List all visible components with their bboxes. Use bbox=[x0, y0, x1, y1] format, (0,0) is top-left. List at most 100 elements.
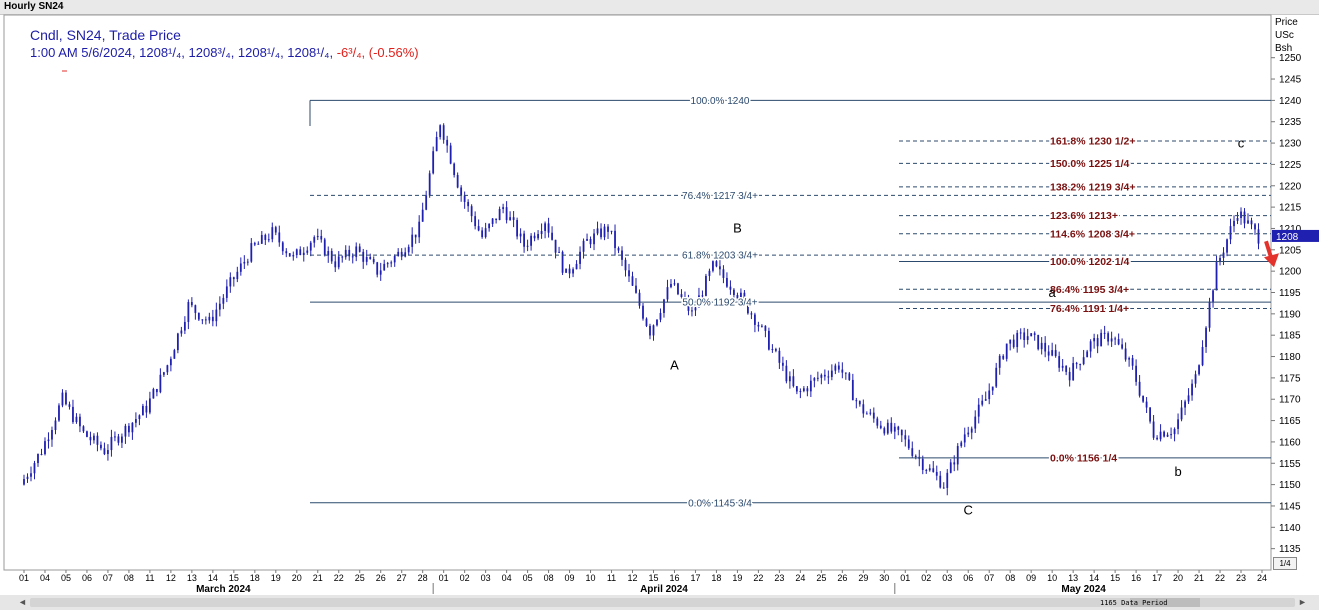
candle-body bbox=[544, 223, 546, 231]
y-tick-label: 1165 bbox=[1279, 416, 1301, 427]
x-tick-label: 15 bbox=[1110, 573, 1120, 583]
page-indicator[interactable]: 1/4 bbox=[1273, 557, 1297, 570]
candle-body bbox=[834, 365, 837, 371]
candle-body bbox=[271, 227, 274, 240]
candle-body bbox=[652, 325, 655, 336]
candle-body bbox=[858, 401, 861, 405]
candle-body bbox=[907, 439, 910, 449]
candle-body bbox=[243, 261, 246, 264]
candle-body bbox=[607, 226, 609, 232]
candle-body bbox=[176, 333, 179, 351]
candle-body bbox=[1047, 351, 1050, 356]
candle-body bbox=[698, 295, 700, 308]
candle-body bbox=[848, 373, 851, 380]
candle-body bbox=[733, 289, 735, 296]
candle-body bbox=[719, 266, 721, 270]
candle-body bbox=[516, 219, 519, 237]
x-tick-label: 25 bbox=[816, 573, 826, 583]
candle-body bbox=[1184, 401, 1186, 408]
candle-body bbox=[397, 251, 400, 256]
candle-body bbox=[1030, 333, 1033, 337]
x-tick-label: 09 bbox=[1026, 573, 1036, 583]
candle-body bbox=[1054, 350, 1057, 357]
extension-label: 114.6% 1208 3/4+ bbox=[1050, 228, 1135, 240]
candle-body bbox=[1236, 217, 1239, 221]
candle-body bbox=[981, 400, 984, 405]
candle-body bbox=[970, 428, 973, 433]
scroll-right-button[interactable]: ► bbox=[1298, 597, 1307, 607]
x-tick-label: 11 bbox=[607, 573, 616, 583]
extension-label: 150.0% 1225 1/4 bbox=[1050, 158, 1130, 170]
time-scrollbar[interactable] bbox=[30, 598, 1295, 607]
candle-body bbox=[802, 388, 805, 392]
candle-body bbox=[1152, 421, 1155, 438]
x-tick-label: 24 bbox=[795, 573, 805, 583]
candle-body bbox=[666, 287, 669, 300]
candle-body bbox=[309, 242, 312, 251]
candle-body bbox=[383, 263, 386, 271]
candle-body bbox=[757, 324, 760, 327]
x-tick-label: 21 bbox=[1194, 573, 1204, 583]
x-month-label: April 2024 bbox=[640, 584, 688, 595]
candle-body bbox=[677, 283, 679, 295]
candle-body bbox=[865, 413, 868, 415]
x-tick-label: 26 bbox=[376, 573, 386, 583]
candle-body bbox=[862, 404, 865, 414]
candle-body bbox=[785, 365, 788, 382]
candle-body bbox=[869, 412, 872, 414]
candle-body bbox=[1079, 364, 1082, 366]
candle-body bbox=[362, 251, 365, 262]
x-tick-label: 21 bbox=[313, 573, 323, 583]
candle-body bbox=[1247, 220, 1249, 224]
candle-body bbox=[589, 239, 592, 245]
candle-body bbox=[1023, 332, 1026, 340]
y-tick-label: 1195 bbox=[1279, 288, 1301, 299]
x-tick-label: 20 bbox=[1173, 573, 1183, 583]
candle-body bbox=[851, 379, 854, 401]
price-axis-unit: Price USc Bsh bbox=[1271, 14, 1319, 62]
candle-body bbox=[159, 374, 162, 393]
candle-body bbox=[795, 386, 798, 392]
candle-body bbox=[837, 365, 840, 370]
x-tick-label: 12 bbox=[166, 573, 176, 583]
candle-body bbox=[928, 468, 931, 471]
x-tick-label: 23 bbox=[1236, 573, 1246, 583]
candle-body bbox=[736, 295, 739, 299]
scroll-thumb[interactable] bbox=[1130, 598, 1200, 607]
candle-body bbox=[722, 269, 725, 278]
x-tick-label: 01 bbox=[19, 573, 29, 583]
y-tick-label: 1225 bbox=[1279, 160, 1302, 171]
candle-body bbox=[684, 297, 686, 300]
y-tick-label: 1180 bbox=[1279, 352, 1301, 363]
candle-body bbox=[135, 419, 137, 423]
candle-body bbox=[747, 299, 749, 314]
candle-body bbox=[649, 325, 651, 336]
current-price-label: 1208 bbox=[1276, 232, 1299, 243]
candle-body bbox=[568, 268, 571, 274]
candle-body bbox=[1177, 419, 1179, 429]
x-tick-label: 01 bbox=[900, 573, 910, 583]
candle-body bbox=[519, 233, 522, 237]
candle-body bbox=[984, 399, 987, 401]
candle-body bbox=[1219, 257, 1221, 261]
candle-body bbox=[432, 151, 435, 174]
candle-body bbox=[1201, 347, 1204, 366]
candle-body bbox=[1257, 229, 1260, 244]
candle-body bbox=[446, 139, 449, 146]
candle-body bbox=[145, 405, 148, 413]
candle-body bbox=[1170, 434, 1172, 436]
scroll-left-button[interactable]: ◄ bbox=[18, 597, 27, 607]
down-arrow-head bbox=[1264, 253, 1279, 268]
candle-body bbox=[708, 270, 711, 276]
candle-body bbox=[778, 350, 781, 363]
candle-body bbox=[1058, 356, 1061, 368]
candle-body bbox=[250, 243, 253, 262]
candle-body bbox=[1135, 365, 1138, 382]
y-tick-label: 1235 bbox=[1279, 117, 1302, 128]
candle-body bbox=[1082, 357, 1085, 365]
candle-body bbox=[1117, 339, 1120, 345]
candle-body bbox=[330, 251, 333, 262]
x-tick-label: 30 bbox=[879, 573, 889, 583]
candle-body bbox=[488, 223, 491, 229]
